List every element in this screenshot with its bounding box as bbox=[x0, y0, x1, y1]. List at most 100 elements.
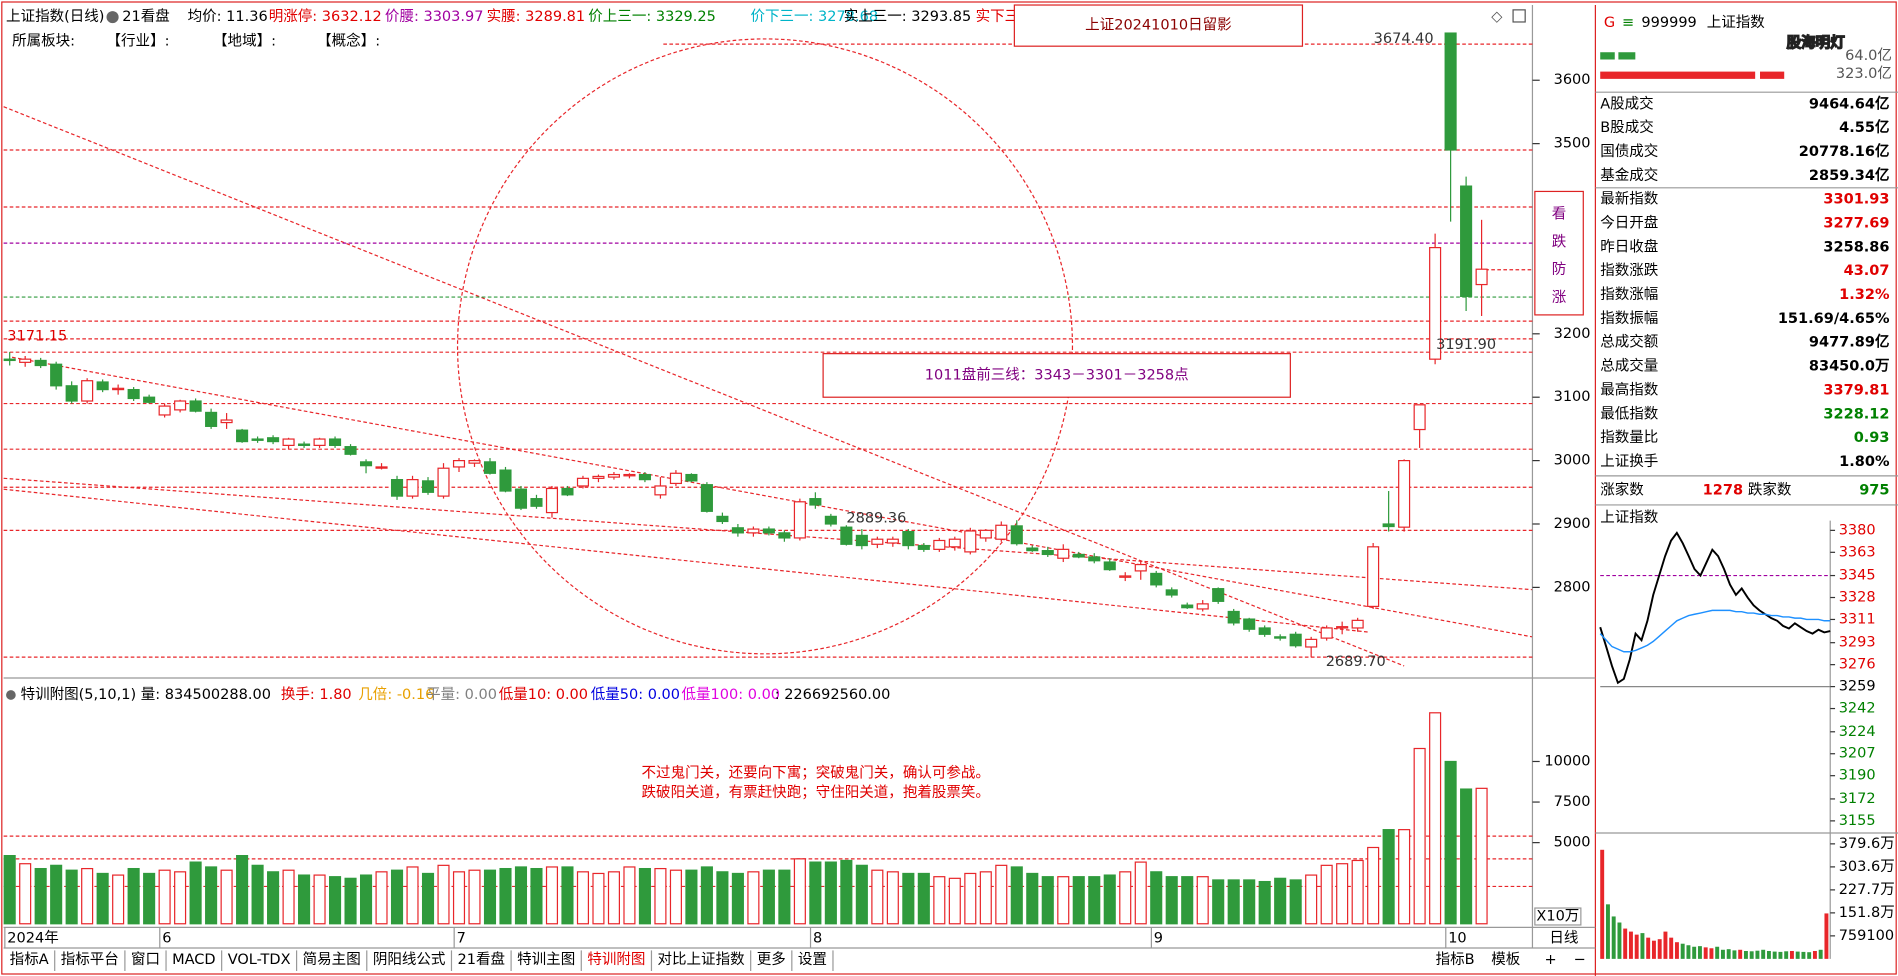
info-value: 43.07 bbox=[1844, 263, 1890, 279]
volume-bar bbox=[96, 872, 109, 925]
volume-bar bbox=[902, 872, 915, 925]
icon bbox=[106, 11, 119, 24]
volume-bar bbox=[1196, 876, 1209, 925]
tab[interactable]: 更多 bbox=[757, 951, 786, 968]
candle-body bbox=[1289, 633, 1302, 647]
volume-bar bbox=[112, 874, 125, 925]
candle-body bbox=[50, 363, 63, 387]
candle-body bbox=[530, 498, 543, 507]
volume-bar bbox=[1134, 861, 1147, 925]
candle-body bbox=[840, 526, 853, 545]
candle-body bbox=[809, 498, 822, 506]
volume-bar bbox=[1258, 880, 1271, 925]
mini-volume-bar bbox=[1697, 946, 1702, 959]
mini-volume-bar bbox=[1686, 945, 1691, 959]
mini-volume-bar bbox=[1692, 946, 1697, 959]
price-label: 2689.70 bbox=[1326, 654, 1386, 670]
info-value: 3228.12 bbox=[1823, 406, 1889, 422]
volume-bar bbox=[1382, 829, 1395, 925]
candle-body bbox=[390, 479, 404, 497]
candle-body bbox=[1072, 553, 1085, 558]
candle-body bbox=[1258, 627, 1271, 635]
price-label: 2889.36 bbox=[846, 511, 906, 527]
candle-body bbox=[34, 359, 47, 367]
tab[interactable]: MACD bbox=[172, 952, 216, 968]
mini-volume-bar bbox=[1755, 950, 1760, 959]
candle-body bbox=[1336, 626, 1349, 629]
volume-bar bbox=[1041, 876, 1054, 925]
tab[interactable]: 模板 bbox=[1491, 950, 1521, 968]
period-button[interactable]: 日线 bbox=[1549, 929, 1578, 946]
indicator-header: 平量: 0.00 bbox=[426, 687, 497, 703]
tab[interactable]: + bbox=[1545, 952, 1557, 968]
info-value: 83450.0万 bbox=[1809, 358, 1890, 375]
candle-body bbox=[824, 515, 837, 525]
y-tick-label: 7500 bbox=[1554, 794, 1591, 810]
mini-volume-bar bbox=[1772, 951, 1777, 959]
candle-body bbox=[995, 524, 1008, 540]
tab[interactable]: VOL-TDX bbox=[228, 952, 291, 968]
candle-body bbox=[948, 538, 961, 548]
y-tick-label: 2900 bbox=[1554, 516, 1591, 532]
candle-body bbox=[329, 438, 342, 446]
candle-body bbox=[1212, 588, 1225, 602]
candle-body bbox=[1274, 636, 1287, 639]
candle-body bbox=[112, 387, 125, 391]
x-tick-label: 2024年 bbox=[7, 929, 58, 946]
candle-body bbox=[592, 475, 605, 479]
volume-bar bbox=[576, 871, 590, 925]
info-value: 4.55亿 bbox=[1839, 118, 1889, 136]
tab[interactable]: 对比上证指数 bbox=[658, 951, 746, 968]
sector-label: 所属板块: bbox=[12, 31, 75, 49]
tab[interactable]: 21看盘 bbox=[458, 950, 506, 968]
tab[interactable]: 指标平台 bbox=[61, 951, 119, 968]
tab[interactable]: 设置 bbox=[798, 951, 827, 968]
mini-volume-bar bbox=[1807, 952, 1812, 959]
price-label: 3191.90 bbox=[1436, 337, 1496, 353]
volume-bar bbox=[700, 866, 713, 925]
candle-body bbox=[81, 380, 94, 402]
tab[interactable]: − bbox=[1574, 952, 1586, 968]
volume-bar bbox=[1119, 871, 1132, 925]
tab[interactable]: 指标B bbox=[1436, 951, 1475, 968]
info-value: 1.32% bbox=[1839, 287, 1890, 303]
info-value: 1.80% bbox=[1839, 454, 1890, 470]
info-value: 9464.64亿 bbox=[1809, 94, 1890, 112]
volume-bar bbox=[1429, 712, 1442, 925]
volume-bar bbox=[313, 874, 326, 925]
mini-volume-bar bbox=[1657, 939, 1662, 959]
candle-body bbox=[468, 459, 481, 464]
y-tick-label: 759100 bbox=[1839, 928, 1894, 944]
x-tick-label: 10 bbox=[1448, 930, 1466, 946]
info-label: 基金成交 bbox=[1600, 166, 1658, 184]
candle-body bbox=[638, 473, 651, 481]
candle-body bbox=[917, 544, 930, 550]
tab[interactable]: 阴阳线公式 bbox=[373, 951, 446, 968]
candle-body bbox=[143, 396, 156, 403]
indicator-header: 特训附图(5,10,1) 量: 834500288.00 bbox=[21, 686, 271, 703]
candle-body bbox=[1351, 619, 1364, 629]
candle-body bbox=[762, 528, 775, 534]
tab[interactable]: 特训附图 bbox=[587, 951, 645, 968]
x-tick-label: 9 bbox=[1154, 930, 1163, 946]
x-tick-label: 6 bbox=[162, 930, 171, 946]
volume-bar bbox=[592, 872, 605, 925]
code-g: G bbox=[1604, 15, 1615, 31]
tab[interactable]: 简易主图 bbox=[303, 951, 361, 968]
name: 上证指数 bbox=[1707, 14, 1766, 31]
tab[interactable]: 窗口 bbox=[131, 950, 160, 968]
volume-bar bbox=[406, 866, 419, 925]
mini-volume-bar bbox=[1709, 948, 1714, 959]
candle-body bbox=[1413, 404, 1426, 431]
tab[interactable]: 指标A bbox=[10, 951, 49, 968]
info-label: 国债成交 bbox=[1600, 142, 1658, 160]
breadth-label: 跌家数 bbox=[1748, 481, 1792, 498]
mini-volume-bar bbox=[1640, 933, 1645, 959]
volume-bar bbox=[50, 864, 63, 925]
indicator-header: 低量100: 0.00 bbox=[681, 686, 780, 703]
tab[interactable]: 特训主图 bbox=[517, 951, 575, 968]
y-tick-label: 3100 bbox=[1554, 389, 1591, 405]
volume-bar bbox=[1460, 788, 1473, 925]
sector-label: 【概念】: bbox=[317, 31, 380, 49]
